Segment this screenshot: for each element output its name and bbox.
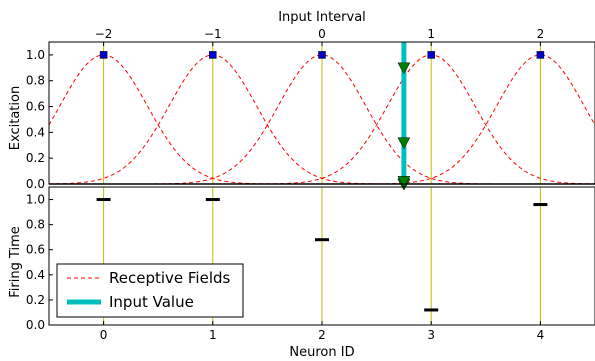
peak-marker-1 <box>209 51 217 59</box>
bottom-x-tick-label-4: 4 <box>537 328 545 342</box>
top-y-tick-label-4: 0.8 <box>26 74 45 88</box>
top-x-tick-label-0: −2 <box>95 27 113 41</box>
top-y-tick-label-3: 0.6 <box>26 100 45 114</box>
top-x-tick-label-1: −1 <box>204 27 222 41</box>
legend-box <box>56 263 244 318</box>
bottom-x-tick-label-1: 1 <box>209 328 217 342</box>
bottom-y-tick-label-0: 0.0 <box>26 318 45 332</box>
bottom-x-tick-label-3: 3 <box>427 328 435 342</box>
top-y-tick-label-5: 1.0 <box>26 48 45 62</box>
bottom-y-tick-label-3: 0.6 <box>26 243 45 257</box>
legend-label-1: Input Value <box>109 293 194 311</box>
top-panel: 0.0 0.2 0.4 0.6 0.8 1.0 −2 −1 0 1 2 <box>26 27 595 191</box>
top-x-axis-label: Input Interval <box>278 10 366 25</box>
bottom-x-axis-label: Neuron ID <box>289 345 354 360</box>
intersect-marker-2 <box>397 176 411 188</box>
top-x-tick-label-3: 1 <box>427 27 435 41</box>
bottom-panel: 0.0 0.2 0.4 0.6 0.8 1.0 0 1 2 3 4 <box>26 186 595 342</box>
intersect-marker-3 <box>397 137 411 150</box>
peak-marker-2 <box>318 51 326 59</box>
top-y-tick-label-1: 0.2 <box>26 151 45 165</box>
bottom-y-tick-label-2: 0.4 <box>26 268 45 282</box>
peak-marker-3 <box>427 51 435 59</box>
legend: Receptive Fields Input Value <box>56 263 244 318</box>
top-y-tick-label-2: 0.4 <box>26 125 45 139</box>
peak-marker-4 <box>536 51 545 59</box>
top-y-tick-label-0: 0.0 <box>26 177 45 191</box>
bottom-x-tick-label-2: 2 <box>318 328 326 342</box>
top-x-tick-label-2: 0 <box>318 27 326 41</box>
bottom-y-tick-label-4: 0.8 <box>26 218 45 232</box>
bottom-y-axis-label: Firing Time <box>8 226 23 298</box>
intersect-marker-4 <box>397 62 411 75</box>
bottom-y-tick-label-1: 0.2 <box>26 293 45 307</box>
bottom-y-tick-label-5: 1.0 <box>26 193 45 207</box>
top-x-tick-label-4: 2 <box>537 27 545 41</box>
top-y-axis-label: Excitation <box>8 86 23 150</box>
peak-marker-0 <box>99 51 108 59</box>
bottom-x-tick-label-0: 0 <box>100 328 108 342</box>
legend-label-0: Receptive Fields <box>109 269 231 287</box>
